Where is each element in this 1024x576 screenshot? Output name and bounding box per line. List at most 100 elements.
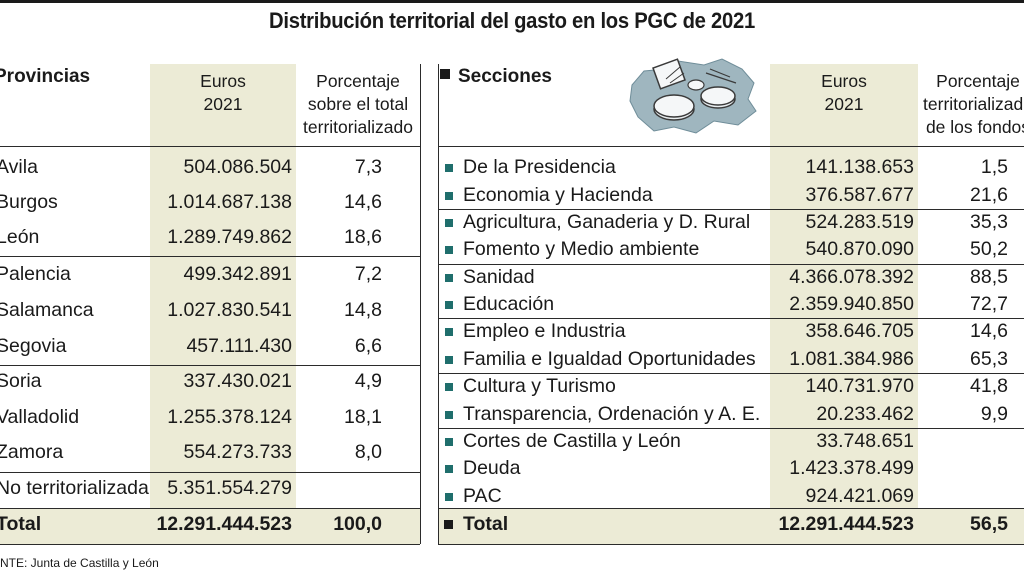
province-euros: 504.086.504 [183,156,292,178]
section-percentage: 65,3 [970,348,1008,370]
province-euros: 554.273.733 [183,441,292,463]
right-group-rule [438,318,1024,319]
section-euros: 924.421.069 [805,485,914,507]
province-name: Soria [0,370,42,392]
province-name: Avila [0,156,38,178]
section-percentage: 50,2 [970,238,1008,260]
province-euros: 5.351.554.279 [167,477,292,499]
province-euros: 1.289.749.862 [167,226,292,248]
province-euros: 1.255.378.124 [167,406,292,428]
section-euros: 358.646.705 [805,320,914,342]
right-euros-header: Euros 2021 [821,71,867,114]
section-name: Deuda [463,457,521,479]
section-name: Cortes de Castilla y León [463,430,681,452]
right-total-label: Total [463,513,509,535]
section-percentage: 21,6 [970,184,1008,206]
section-euros: 20.233.462 [816,403,914,425]
section-bullet-icon [445,438,453,446]
source-note: NTE: Junta de Castilla y León [0,556,159,570]
sections-heading: Secciones [458,66,552,87]
province-percentage: 8,0 [354,441,382,463]
section-euros: 4.366.078.392 [789,266,914,288]
province-percentage: 14,6 [344,191,382,213]
section-bullet-icon [445,301,453,309]
right-pct-header: Porcentaje territorializado de los fondos [923,71,1024,137]
section-bullet-icon [445,274,453,282]
province-euros: 457.111.430 [186,335,292,357]
province-name: León [0,226,40,248]
provinces-heading: Provincias [0,66,91,87]
section-percentage: 14,6 [970,320,1008,342]
section-percentage: 88,5 [970,266,1008,288]
section-percentage: 41,8 [970,375,1008,397]
right-total-shade [438,509,1024,544]
section-euros: 2.359.940.850 [789,293,914,315]
right-euros-column-shade [770,64,918,544]
section-percentage: 72,7 [970,293,1008,315]
right-header-rule [438,146,1024,147]
section-bullet-icon [445,219,453,227]
province-name: Burgos [0,191,58,213]
page-title: Distribución territorial del gasto en lo… [269,8,755,33]
section-euros: 33.748.651 [816,430,914,452]
section-euros: 524.283.519 [805,211,914,233]
left-total-euros: 12.291.444.523 [156,513,292,535]
province-euros: 1.027.830.541 [167,299,292,321]
section-percentage: 1,5 [980,156,1008,178]
section-bullet-icon [445,246,453,254]
province-name: Segovia [0,335,67,357]
province-euros: 499.342.891 [183,263,292,285]
right-group-rule [438,428,1024,429]
province-percentage: 18,6 [344,226,382,248]
right-total-rule [438,508,1024,509]
province-percentage: 7,2 [354,263,382,285]
left-euros-column-shade [150,64,296,544]
right-group-rule [438,373,1024,374]
left-total-label: Total [0,513,42,535]
section-euros: 376.587.677 [805,184,914,206]
section-bullet-icon [445,164,453,172]
province-name: Zamora [0,441,64,463]
section-name: Transparencia, Ordenación y A. E. [463,403,761,425]
section-bullet-icon [445,383,453,391]
left-table-edge [420,64,421,544]
province-percentage: 7,3 [354,156,382,178]
section-bullet-icon [445,328,453,336]
castilla-leon-map-coins-icon [629,58,757,134]
section-name: Familia e Igualdad Oportunidades [463,348,756,370]
section-name: Agricultura, Ganaderia y D. Rural [463,211,751,233]
section-bullet-icon [445,356,453,364]
sections-square-icon [440,69,450,79]
province-euros: 1.014.687.138 [167,191,292,213]
section-name: Sanidad [463,266,535,288]
right-group-rule [438,264,1024,265]
province-name: Valladolid [0,406,80,428]
section-name: Economia y Hacienda [463,184,653,206]
right-group-rule [438,209,1024,210]
left-total-percentage: 100,0 [333,513,382,535]
section-bullet-icon [445,411,453,419]
section-euros: 141.138.653 [805,156,914,178]
right-total-euros: 12.291.444.523 [778,513,914,535]
section-euros: 140.731.970 [805,375,914,397]
province-name: Salamanca [0,299,94,321]
left-pct-header: Porcentaje sobre el total territorializado [303,71,413,137]
total-bullet-icon [444,520,453,529]
left-total-rule [0,508,420,509]
left-group-rule [0,256,420,257]
province-percentage: 14,8 [344,299,382,321]
province-name: Palencia [0,263,71,285]
right-total-percentage: 56,5 [970,513,1008,535]
section-name: De la Presidencia [463,156,616,178]
section-bullet-icon [445,192,453,200]
section-percentage: 35,3 [970,211,1008,233]
section-bullet-icon [445,465,453,473]
left-header-rule [0,146,420,147]
section-euros: 1.081.384.986 [789,348,914,370]
province-name: No territorializada [0,477,149,499]
section-name: Educación [463,293,555,315]
section-bullet-icon [445,493,453,501]
province-percentage: 4,9 [354,370,382,392]
left-group-rule [0,472,420,473]
section-euros: 540.870.090 [805,238,914,260]
